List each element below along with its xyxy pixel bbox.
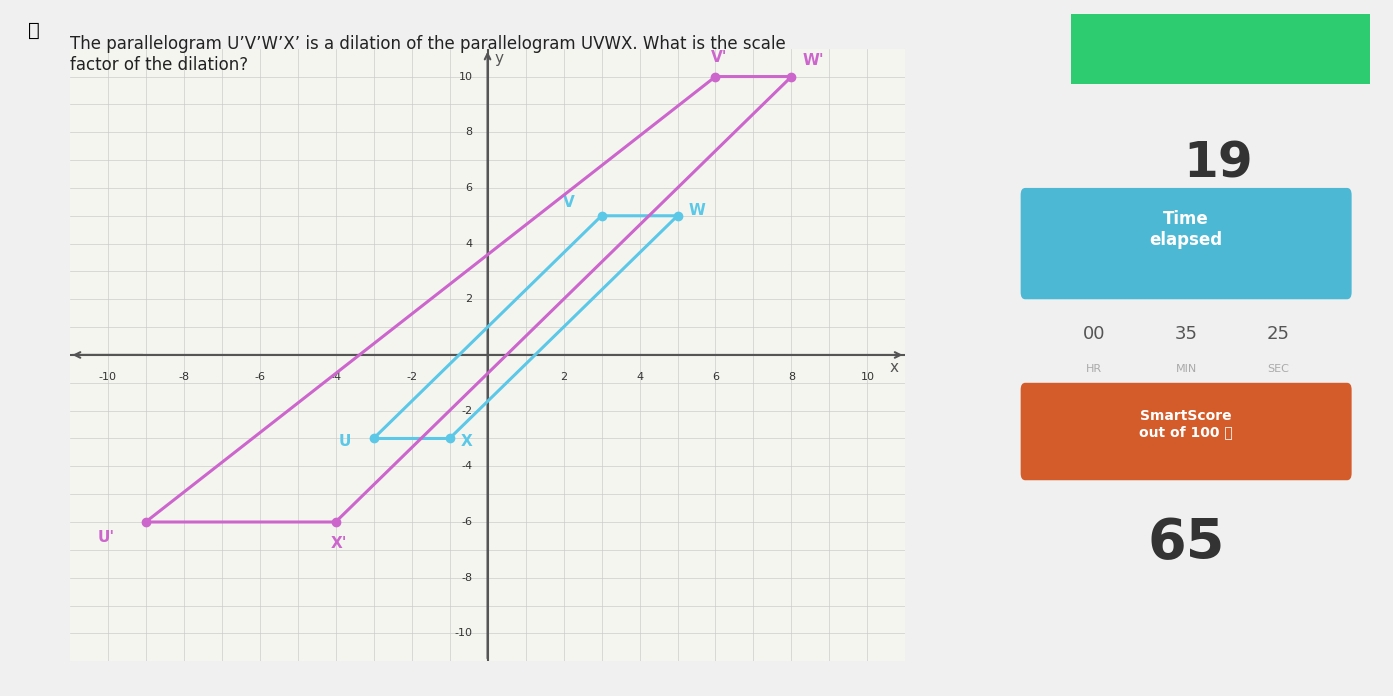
Text: 🔊: 🔊	[28, 21, 39, 40]
Text: MIN: MIN	[1176, 364, 1197, 374]
Text: X': X'	[332, 536, 348, 551]
Text: 8: 8	[465, 127, 472, 137]
Text: U: U	[338, 434, 351, 449]
Text: 10: 10	[458, 72, 472, 81]
Text: 2: 2	[560, 372, 567, 381]
Text: -10: -10	[99, 372, 117, 381]
Text: HR: HR	[1087, 364, 1102, 374]
Text: 6: 6	[712, 372, 719, 381]
Text: -2: -2	[405, 372, 417, 381]
Text: 4: 4	[465, 239, 472, 248]
Text: 6: 6	[465, 183, 472, 193]
Text: 19: 19	[1184, 139, 1254, 187]
Text: -6: -6	[461, 517, 472, 527]
Text: W': W'	[802, 53, 825, 68]
Text: SEC: SEC	[1268, 364, 1289, 374]
Text: SmartScore
out of 100 ⓘ: SmartScore out of 100 ⓘ	[1139, 409, 1233, 440]
Text: -10: -10	[454, 628, 472, 638]
Text: 8: 8	[788, 372, 795, 381]
Text: 35: 35	[1174, 325, 1198, 343]
Text: V': V'	[710, 50, 727, 65]
Text: W: W	[690, 203, 706, 218]
Text: 2: 2	[465, 294, 472, 304]
Text: 4: 4	[637, 372, 644, 381]
Text: -6: -6	[254, 372, 265, 381]
Text: y: y	[495, 51, 503, 65]
Text: V: V	[563, 195, 575, 210]
Text: U': U'	[98, 530, 116, 546]
Text: 25: 25	[1266, 325, 1290, 343]
Text: x: x	[890, 360, 898, 374]
Text: The parallelogram U’V’W’X’ is a dilation of the parallelogram UVWX. What is the : The parallelogram U’V’W’X’ is a dilation…	[70, 35, 786, 74]
Text: 00: 00	[1082, 325, 1106, 343]
Text: -4: -4	[461, 461, 472, 471]
Text: 65: 65	[1148, 516, 1224, 570]
Text: -2: -2	[461, 406, 472, 416]
FancyBboxPatch shape	[1071, 14, 1371, 84]
Text: -8: -8	[178, 372, 189, 381]
Text: -4: -4	[330, 372, 341, 381]
Text: -8: -8	[461, 573, 472, 583]
Text: 10: 10	[861, 372, 875, 381]
Text: X: X	[461, 434, 472, 449]
FancyBboxPatch shape	[1021, 383, 1351, 480]
Text: Time
elapsed: Time elapsed	[1149, 210, 1223, 249]
FancyBboxPatch shape	[1021, 188, 1351, 299]
